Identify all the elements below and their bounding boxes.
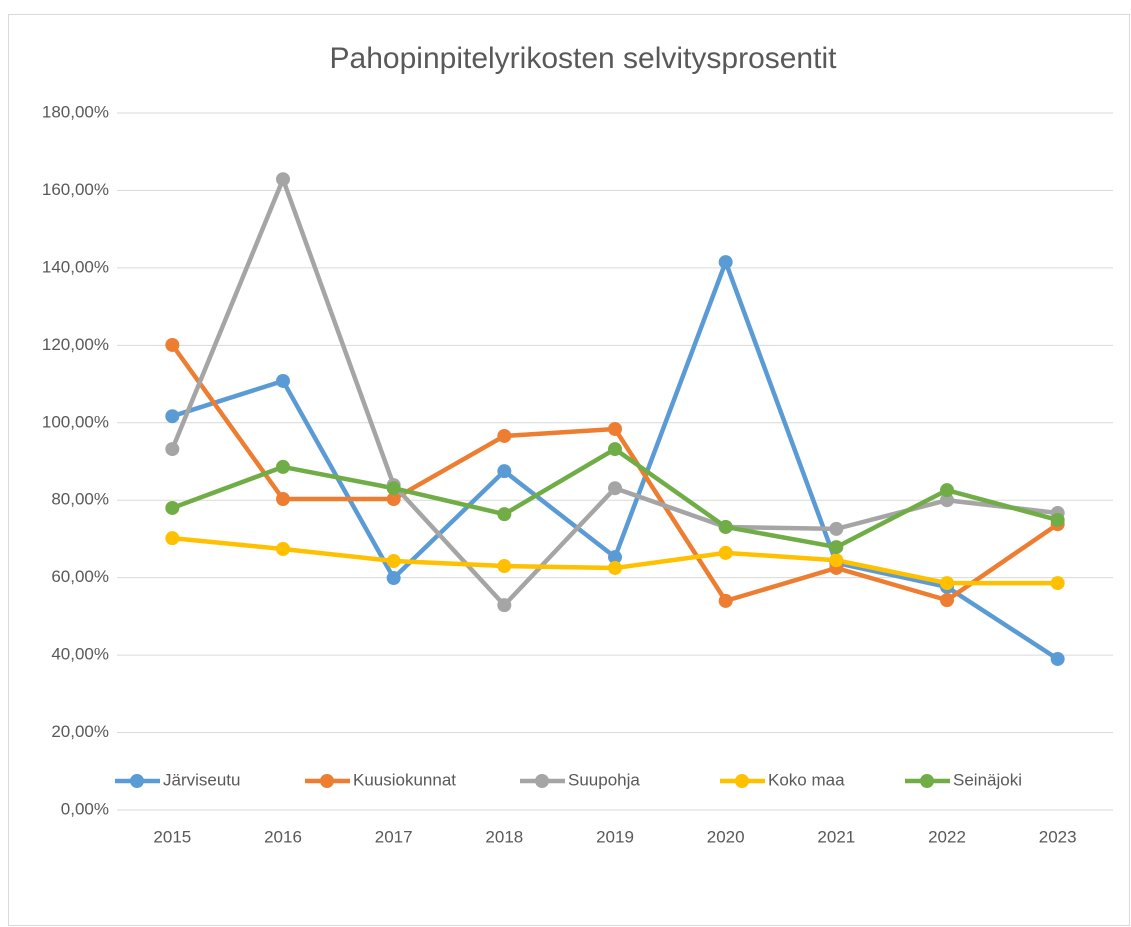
legend-label: Kuusiokunnat [353, 770, 456, 789]
legend-swatch-marker [130, 774, 144, 788]
data-point [497, 598, 512, 613]
data-point [386, 554, 401, 569]
data-point [165, 500, 180, 515]
y-tick-label: 180,00% [42, 102, 109, 121]
data-point [608, 481, 622, 496]
data-point [940, 483, 954, 498]
data-point [497, 464, 512, 479]
x-tick-label: 2015 [153, 827, 191, 846]
y-tick-label: 80,00% [51, 490, 109, 509]
data-point [497, 507, 512, 522]
legend-label: Suupohja [568, 770, 640, 789]
y-tick-label: 140,00% [42, 257, 109, 276]
legend-label: Koko maa [768, 770, 845, 789]
y-tick-label: 120,00% [42, 335, 109, 354]
x-tick-label: 2021 [817, 827, 855, 846]
data-point [276, 492, 290, 507]
data-point [829, 521, 844, 536]
y-tick-label: 100,00% [42, 412, 109, 431]
legend-swatch-marker [320, 774, 334, 788]
data-point [1050, 576, 1065, 591]
data-point [386, 492, 401, 507]
x-tick-label: 2019 [596, 827, 634, 846]
data-point [1050, 651, 1065, 666]
data-point [497, 428, 512, 443]
data-point [276, 459, 290, 474]
data-point [386, 571, 401, 586]
y-tick-label: 160,00% [42, 180, 109, 199]
data-point [497, 559, 512, 574]
data-point [940, 576, 954, 591]
data-point [608, 560, 622, 575]
data-point [165, 409, 180, 424]
data-point [608, 550, 622, 565]
data-point [165, 531, 180, 546]
data-point [1050, 512, 1065, 527]
data-point [829, 553, 844, 568]
y-tick-label: 40,00% [51, 645, 109, 664]
data-point [718, 593, 733, 608]
legend-swatch-marker [535, 774, 549, 788]
legend-swatch-marker [920, 774, 934, 788]
y-tick-label: 20,00% [51, 722, 109, 741]
data-point [940, 593, 954, 608]
x-tick-label: 2016 [264, 827, 302, 846]
data-point [386, 481, 401, 496]
x-tick-label: 2018 [485, 827, 523, 846]
data-point [829, 540, 844, 555]
legend-swatch-marker [735, 774, 749, 788]
legend-label: Seinäjoki [953, 770, 1022, 789]
data-point [165, 337, 180, 352]
chart-title: Pahopinpitelyrikosten selvitysprosentit [330, 42, 838, 75]
chart-frame [8, 14, 1130, 926]
x-tick-label: 2020 [707, 827, 745, 846]
x-tick-label: 2023 [1039, 827, 1077, 846]
data-point [718, 545, 733, 560]
x-tick-label: 2017 [375, 827, 413, 846]
legend-label: Järviseutu [163, 770, 240, 789]
data-point [718, 255, 733, 270]
data-point [276, 542, 290, 557]
x-tick-label: 2022 [928, 827, 966, 846]
data-point [940, 493, 954, 508]
data-point [718, 519, 733, 534]
y-tick-label: 60,00% [51, 567, 109, 586]
data-point [165, 442, 180, 457]
data-point [608, 421, 622, 436]
y-tick-label: 0,00% [61, 799, 109, 818]
data-point [608, 442, 622, 457]
data-point [276, 172, 290, 187]
data-point [276, 373, 290, 388]
